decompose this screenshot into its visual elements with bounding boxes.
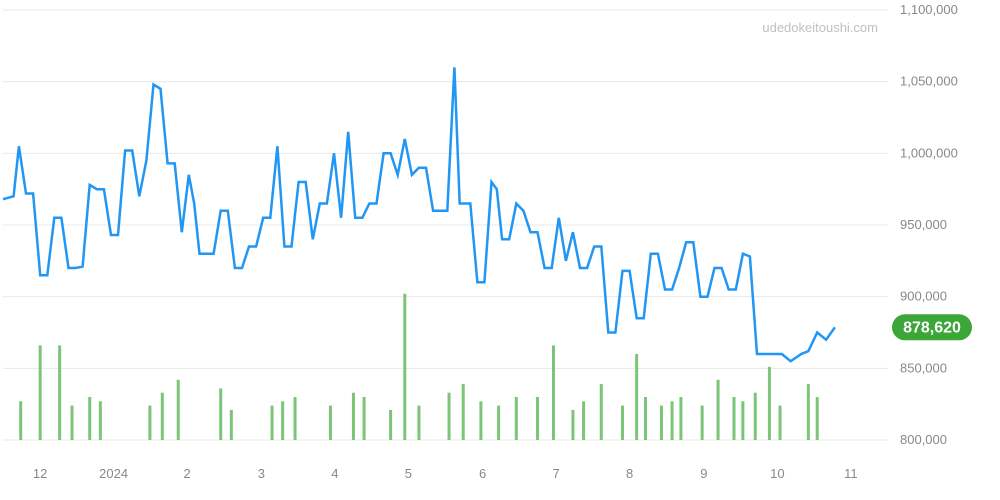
volume-bar [448, 393, 451, 440]
price-chart: 800,000 850,000 900,000 950,000 1,000,000 1,0… [0, 0, 1000, 500]
volume-bar [717, 380, 720, 440]
volume-bar [294, 397, 297, 440]
y-tick-label: 850,000 [900, 360, 947, 375]
volume-bar [58, 345, 61, 440]
volume-bar [148, 406, 151, 440]
volume-bar [701, 406, 704, 440]
price-line [3, 67, 835, 361]
volume-bar [600, 384, 603, 440]
volume-bar [219, 388, 222, 440]
chart-svg: 800,000 850,000 900,000 950,000 1,000,000 1,0… [0, 0, 1000, 500]
y-tick-label: 1,000,000 [900, 145, 958, 160]
x-tick-label: 6 [479, 466, 486, 481]
x-tick-label: 4 [331, 466, 338, 481]
volume-bar [536, 397, 539, 440]
volume-bar [635, 354, 638, 440]
x-tick-label: 2024 [99, 466, 128, 481]
volume-bar [741, 401, 744, 440]
volume-bar [552, 345, 555, 440]
volume-bar [403, 294, 406, 440]
volume-bar [417, 406, 420, 440]
volume-bar [497, 406, 500, 440]
volume-bar [281, 401, 284, 440]
volume-bar [816, 397, 819, 440]
y-tick-label: 950,000 [900, 217, 947, 232]
x-tick-label: 12 [33, 466, 47, 481]
volume-bar [754, 393, 757, 440]
volume-bar [363, 397, 366, 440]
volume-bar [571, 410, 574, 440]
volume-bar [768, 367, 771, 440]
x-tick-label: 11 [844, 466, 858, 481]
volume-bar [230, 410, 233, 440]
volume-bar [177, 380, 180, 440]
volume-bar [19, 401, 22, 440]
volume-bar [679, 397, 682, 440]
volume-bar [660, 406, 663, 440]
volume-bar [582, 401, 585, 440]
x-tick-label: 9 [700, 466, 707, 481]
volume-bar [515, 397, 518, 440]
volume-bar [99, 401, 102, 440]
volume-bar [479, 401, 482, 440]
volume-bar [644, 397, 647, 440]
volume-bar [621, 406, 624, 440]
volume-bar [39, 345, 42, 440]
x-tick-label: 5 [405, 466, 412, 481]
volume-bar [329, 406, 332, 440]
y-tick-label: 900,000 [900, 289, 947, 304]
x-tick-label: 8 [626, 466, 633, 481]
volume-bar [807, 384, 810, 440]
x-tick-label: 7 [553, 466, 560, 481]
y-tick-label: 800,000 [900, 432, 947, 447]
volume-bar [71, 406, 74, 440]
volume-bar [779, 406, 782, 440]
price-badge-value: 878,620 [903, 320, 961, 337]
volume-bar [271, 406, 274, 440]
x-tick-label: 10 [770, 466, 784, 481]
volume-bar [389, 410, 392, 440]
volume-bar [88, 397, 91, 440]
x-tick-label: 3 [258, 466, 265, 481]
x-tick-label: 2 [183, 466, 190, 481]
watermark: udedokeitoushi.com [762, 20, 878, 35]
volume-bar [671, 401, 674, 440]
volume-bar [161, 393, 164, 440]
volume-bar [462, 384, 465, 440]
y-tick-label: 1,050,000 [900, 74, 958, 89]
volume-bar [733, 397, 736, 440]
y-tick-label: 1,100,000 [900, 2, 958, 17]
volume-bar [352, 393, 355, 440]
